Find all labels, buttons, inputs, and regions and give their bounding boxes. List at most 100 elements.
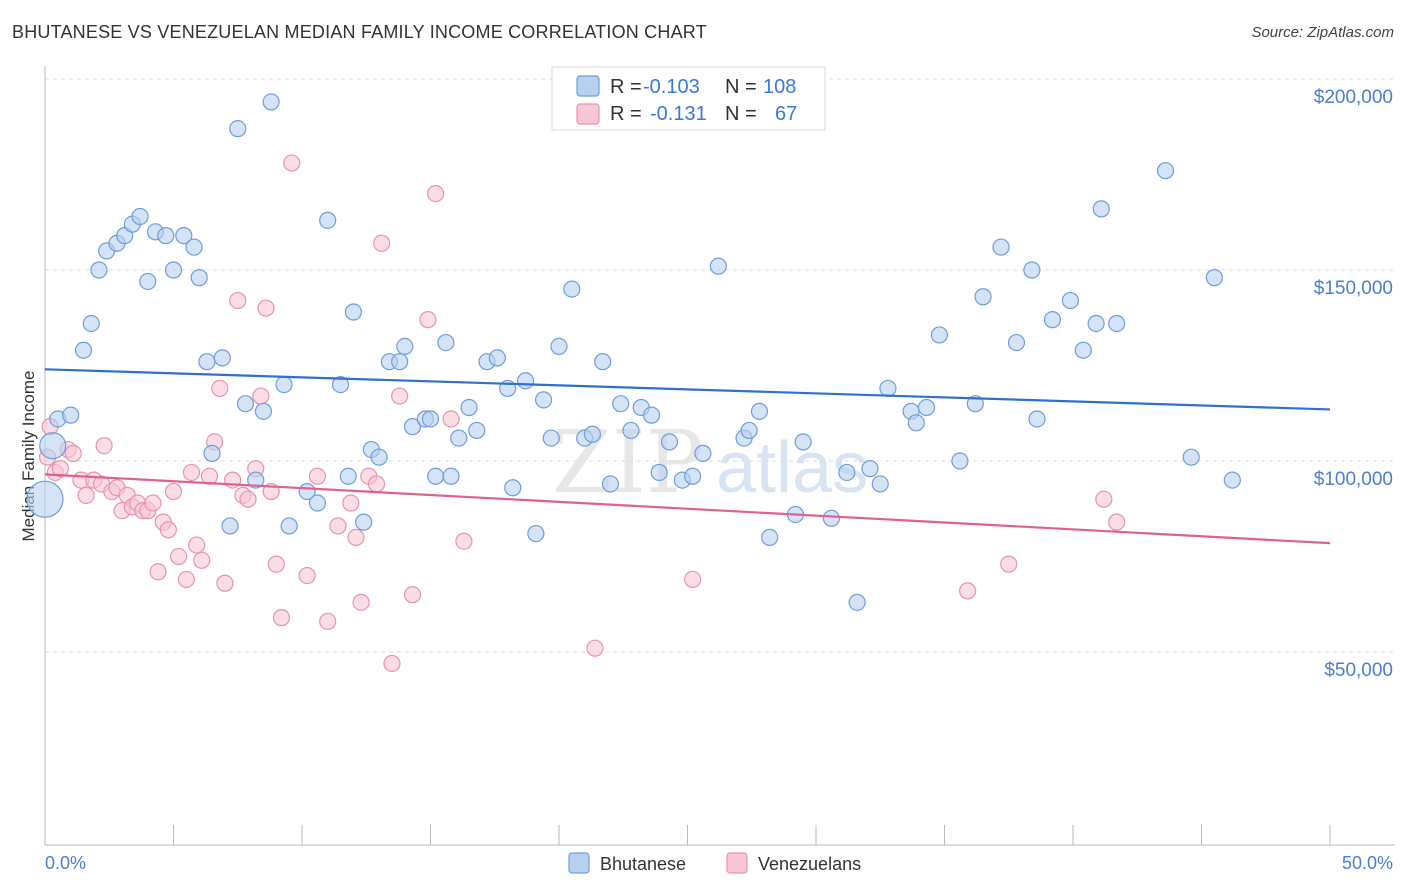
bhutanese-point-86 xyxy=(879,379,897,398)
bhutanese-point-100 xyxy=(1074,341,1092,359)
venezuelan-point-63 xyxy=(1095,490,1113,508)
bottom-legend-swatch-bhutanese xyxy=(568,852,590,874)
bhutanese-point-99 xyxy=(1061,291,1080,310)
bottom-legend-swatch-venezuelan xyxy=(726,852,748,874)
trend-lines xyxy=(44,368,1331,545)
correlation-legend: R = -0.103 N = 108 R = -0.131 N = 67 xyxy=(551,66,826,131)
venezuelan-point-4 xyxy=(64,444,82,462)
venezuelan-point-42 xyxy=(283,154,301,172)
y-tick-label-0: $50,000 xyxy=(1324,660,1393,681)
bhutanese-point-98 xyxy=(1043,311,1062,329)
bhutanese-point-5 xyxy=(82,314,100,333)
venezuelan-point-41 xyxy=(272,609,291,627)
bhutanese-point-96 xyxy=(1023,261,1041,279)
venezuelan-point-35 xyxy=(239,490,257,508)
legend-n-value-1: 108 xyxy=(763,76,796,98)
venezuelan-point-48 xyxy=(347,528,365,547)
bhutanese-point-38 xyxy=(370,448,388,466)
bhutanese-point-83 xyxy=(848,593,866,611)
y-tick-label-2: $150,000 xyxy=(1314,278,1393,299)
bhutanese-point-76 xyxy=(740,421,758,440)
grid-lines xyxy=(45,78,1395,653)
bhutanese-point-58 xyxy=(542,429,560,447)
legend-swatch-venezuelan xyxy=(576,103,600,125)
bhutanese-point-47 xyxy=(442,467,460,485)
bhutanese-point-46 xyxy=(437,333,455,352)
bhutanese-point-14 xyxy=(157,227,175,245)
venezuelan-points xyxy=(38,154,1126,673)
bhutanese-point-84 xyxy=(861,460,879,478)
bhutanese-point-97 xyxy=(1028,410,1046,428)
venezuelan-point-18 xyxy=(144,494,162,512)
venezuelan-point-40 xyxy=(267,555,285,573)
bhutanese-point-23 xyxy=(229,120,247,138)
bhutanese-point-16 xyxy=(175,227,193,245)
bhutanese-point-91 xyxy=(951,452,969,470)
venezuelan-point-44 xyxy=(308,467,327,485)
venezuelan-point-58 xyxy=(455,532,473,550)
bhutanese-point-63 xyxy=(594,353,612,371)
bhutanese-point-45 xyxy=(427,467,445,485)
bhutanese-point-105 xyxy=(1182,448,1200,466)
venezuelan-point-60 xyxy=(684,570,702,589)
chart-title: BHUTANESE VS VENEZUELAN MEDIAN FAMILY IN… xyxy=(12,22,707,42)
bhutanese-point-17 xyxy=(185,238,203,256)
bhutanese-point-3 xyxy=(62,406,80,424)
bhutanese-point-36 xyxy=(355,513,373,531)
venezuelan-point-43 xyxy=(298,566,316,585)
venezuelan-point-9 xyxy=(95,437,113,455)
bhutanese-point-59 xyxy=(550,337,568,355)
bhutanese-point-11 xyxy=(131,207,149,226)
bhutanese-point-21 xyxy=(213,349,231,367)
legend-swatch-bhutanese xyxy=(576,75,600,97)
bhutanese-point-1 xyxy=(39,432,67,460)
legend-n-value-2: 67 xyxy=(775,103,797,125)
bhutanese-point-25 xyxy=(247,471,265,489)
bhutanese-point-29 xyxy=(280,517,298,535)
bhutanese-point-34 xyxy=(339,467,357,485)
bhutanese-point-89 xyxy=(917,398,936,417)
bhutanese-point-22 xyxy=(221,517,239,535)
bhutanese-point-101 xyxy=(1087,314,1105,333)
bhutanese-point-77 xyxy=(750,402,769,420)
bhutanese-point-64 xyxy=(601,475,620,493)
venezuelan-point-33 xyxy=(229,291,247,310)
venezuelan-point-23 xyxy=(170,547,188,566)
venezuelan-point-49 xyxy=(352,593,370,611)
bhutanese-trend-line xyxy=(44,368,1331,411)
bhutanese-point-15 xyxy=(164,261,183,279)
venezuelan-point-61 xyxy=(959,582,977,600)
bhutanese-point-82 xyxy=(838,463,856,482)
bhutanese-point-57 xyxy=(534,391,553,409)
bhutanese-point-48 xyxy=(450,429,468,447)
bhutanese-point-44 xyxy=(421,410,440,428)
bhutanese-point-88 xyxy=(907,414,925,432)
bhutanese-point-40 xyxy=(391,353,409,371)
bhutanese-point-42 xyxy=(403,418,422,436)
bhutanese-point-94 xyxy=(992,238,1010,256)
bhutanese-point-18 xyxy=(190,269,208,287)
venezuelan-point-46 xyxy=(329,517,347,535)
legend-r-value-2: -0.131 xyxy=(650,103,707,125)
legend-r-value-1: -0.103 xyxy=(643,76,700,98)
bhutanese-point-66 xyxy=(622,421,640,440)
venezuelan-point-38 xyxy=(257,299,275,317)
x-tick-labels: 0.0% 50.0% xyxy=(45,853,1393,873)
bhutanese-point-81 xyxy=(822,509,841,527)
venezuelan-point-54 xyxy=(403,586,422,604)
chart-source: Source: ZipAtlas.com xyxy=(1251,24,1394,41)
bhutanese-point-20 xyxy=(203,444,221,462)
bhutanese-point-19 xyxy=(198,353,216,371)
bhutanese-point-73 xyxy=(694,444,712,462)
bhutanese-point-106 xyxy=(1205,269,1223,287)
bhutanese-point-60 xyxy=(563,280,581,298)
bhutanese-point-92 xyxy=(966,395,984,413)
venezuelan-point-2 xyxy=(51,460,70,478)
y-tick-label-1: $100,000 xyxy=(1314,469,1393,490)
bhutanese-point-104 xyxy=(1156,162,1175,180)
legend-r-label-1: R = xyxy=(610,76,642,98)
bhutanese-point-26 xyxy=(254,402,273,420)
x-tick-label-0: 0.0% xyxy=(45,853,86,873)
bottom-legend-venezuelans: Venezuelans xyxy=(758,854,861,874)
